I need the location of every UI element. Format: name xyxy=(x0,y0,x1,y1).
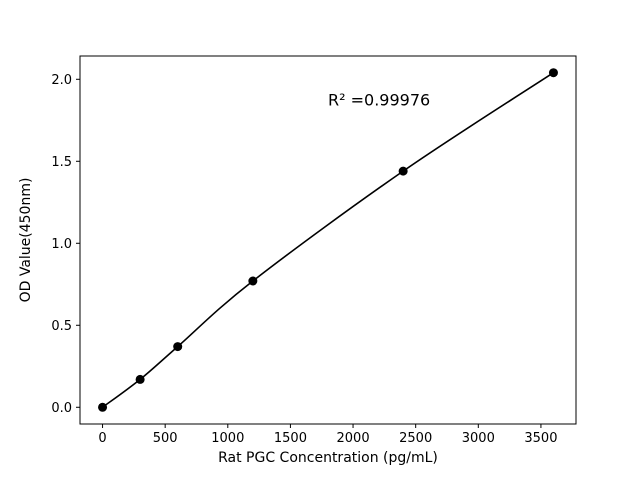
y-tick-label: 0.5 xyxy=(51,319,72,334)
data-point xyxy=(248,276,258,286)
data-point xyxy=(548,68,558,78)
fit-curve xyxy=(102,72,554,408)
r-squared-annotation: R² =0.99976 xyxy=(328,91,430,110)
y-tick-label: 2.0 xyxy=(51,73,72,88)
x-tick-label: 1000 xyxy=(211,431,244,446)
x-tick-label: 2500 xyxy=(399,431,432,446)
x-axis-label: Rat PGC Concentration (pg/mL) xyxy=(218,450,438,466)
axis-ticks: 0 500 1000 1500 2000 2500 3000 3500 0.0 0.5 1.0 1.5… xyxy=(51,73,557,446)
x-tick-label: 2000 xyxy=(337,431,370,446)
y-tick-label: 1.5 xyxy=(51,155,72,170)
data-point xyxy=(398,166,408,176)
y-tick-label: 0.0 xyxy=(51,401,72,416)
data-point xyxy=(173,342,183,352)
x-tick-label: 1500 xyxy=(274,431,307,446)
plot-border xyxy=(79,55,577,425)
x-tick-label: 3000 xyxy=(462,431,495,446)
data-point xyxy=(135,374,145,384)
data-points xyxy=(98,68,558,412)
y-axis-label: OD Value(450nm) xyxy=(18,178,34,303)
y-tick-label: 1.0 xyxy=(51,237,72,252)
data-point xyxy=(98,402,108,412)
x-tick-label: 0 xyxy=(98,431,106,446)
x-tick-label: 500 xyxy=(153,431,178,446)
x-tick-label: 3500 xyxy=(524,431,557,446)
